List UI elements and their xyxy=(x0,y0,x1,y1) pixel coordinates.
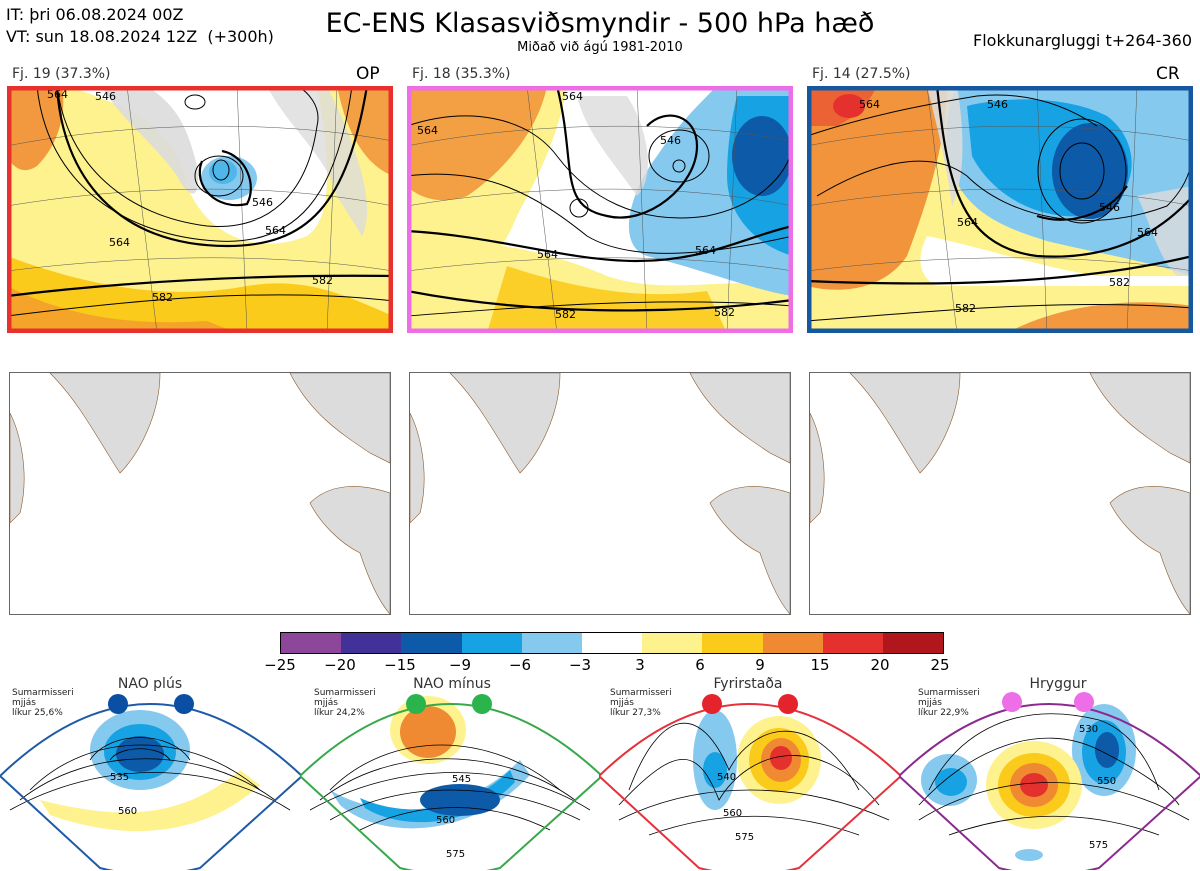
contour-label: 546 xyxy=(252,196,273,209)
valid-time: VT: sun 18.08.2024 12Z (+300h) xyxy=(6,27,274,46)
colorbar-swatch xyxy=(401,633,462,653)
forecast-times: IT: þri 06.08.2024 00Z VT: sun 18.08.2024… xyxy=(6,4,274,48)
contour-label: 546 xyxy=(95,90,116,103)
regime-2-map: 545 560 575 xyxy=(300,696,602,870)
regime-3-description: Sumarmisseri mjjás líkur 27,3% xyxy=(610,688,672,718)
regime-1-dot xyxy=(108,694,128,714)
regime-2-dot xyxy=(472,694,492,714)
contour-label: 564 xyxy=(1137,226,1158,239)
regime-2-description: Sumarmisseri mjjás líkur 24,2% xyxy=(314,688,376,718)
regime-contour-label: 560 xyxy=(118,806,137,817)
colorbar-tick: 3 xyxy=(635,656,645,674)
contour-label: 564 xyxy=(957,216,978,229)
regime-4-dot xyxy=(1002,692,1022,712)
contour-label: 564 xyxy=(562,90,583,103)
cluster-3-frame xyxy=(807,86,1193,333)
regime-3-dot xyxy=(702,694,722,714)
contour-label: 546 xyxy=(660,134,681,147)
regime-1-title: NAO plús xyxy=(117,676,183,692)
regime-contour-label: 575 xyxy=(735,832,754,843)
cluster-2-map: 564 564 546 564 564 582 582 xyxy=(407,86,793,333)
colorbar-tick: 15 xyxy=(810,656,830,674)
page-title: EC-ENS Klasasviðsmyndir - 500 hPa hæð xyxy=(325,8,875,39)
colorbar-swatch xyxy=(822,633,883,653)
regime-3-map: 540 560 575 xyxy=(599,703,901,870)
contour-label: 564 xyxy=(109,236,130,249)
regime-1-description: Sumarmisseri mjjás líkur 25,6% xyxy=(12,688,74,718)
contour-label: 564 xyxy=(265,224,286,237)
regime-4-title: Hryggur xyxy=(1029,676,1087,692)
colorbar-tick: −3 xyxy=(568,656,592,674)
regime-1-map: 535 560 xyxy=(0,703,302,870)
cluster-1-tag: OP xyxy=(356,64,380,84)
regime-1-dot xyxy=(174,694,194,714)
colorbar-tick: −20 xyxy=(324,656,356,674)
colorbar-swatch xyxy=(581,633,643,653)
colorbar-swatch xyxy=(702,633,763,653)
empty-map-3 xyxy=(809,372,1191,615)
contour-label: 564 xyxy=(859,98,880,111)
contour-label: 546 xyxy=(1099,201,1120,214)
regime-contour-label: 575 xyxy=(446,849,465,860)
regime-3-dot xyxy=(778,694,798,714)
initial-time: IT: þri 06.08.2024 00Z xyxy=(6,5,184,24)
colorbar-tick: −6 xyxy=(508,656,532,674)
regime-contour-label: 530 xyxy=(1079,724,1098,735)
regime-2-title: NAO mínus xyxy=(413,676,491,692)
contour-label: 582 xyxy=(955,302,976,315)
contour-label: 582 xyxy=(312,274,333,287)
cluster-2-label: Fj. 18 (35.3%) xyxy=(412,66,511,82)
cluster-1-map: 564 546 564 582 582 546 564 xyxy=(7,86,393,333)
regime-4-description: Sumarmisseri mjjás líkur 22,9% xyxy=(918,688,980,718)
regime-4-dot xyxy=(1074,692,1094,712)
regime-contour-label: 560 xyxy=(436,815,455,826)
colorbar-tick: −25 xyxy=(264,656,296,674)
contour-label: 564 xyxy=(417,124,438,137)
colorbar-tick: 9 xyxy=(755,656,765,674)
contour-label: 564 xyxy=(537,248,558,261)
colorbar-tick: 20 xyxy=(870,656,890,674)
colorbar-swatch xyxy=(762,633,823,653)
empty-map-1 xyxy=(9,372,391,615)
colorbar-swatch xyxy=(281,633,342,653)
colorbar-tick: −9 xyxy=(448,656,472,674)
regime-4-map: 530 550 575 xyxy=(899,703,1200,870)
regime-2-dot xyxy=(406,694,426,714)
colorbar-swatch xyxy=(521,633,582,653)
page-subtitle: Miðað við ágú 1981-2010 xyxy=(517,40,683,55)
contour-label: 546 xyxy=(987,98,1008,111)
contour-label: 582 xyxy=(555,308,576,321)
contour-label: 582 xyxy=(152,291,173,304)
colorbar-swatch xyxy=(461,633,522,653)
contour-label: 582 xyxy=(714,306,735,319)
colorbar-swatch xyxy=(341,633,402,653)
cluster-2-frame xyxy=(407,86,793,333)
colorbar-tick: 25 xyxy=(930,656,950,674)
regime-contour-label: 535 xyxy=(110,772,129,783)
colorbar-tick: 6 xyxy=(695,656,705,674)
contour-label: 564 xyxy=(47,88,68,101)
contour-label: 564 xyxy=(695,244,716,257)
colorbar-swatch xyxy=(642,633,703,653)
cluster-3-map: 564 546 546 564 564 582 582 xyxy=(807,86,1193,333)
regime-contour-label: 540 xyxy=(717,772,736,783)
empty-map-2 xyxy=(409,372,791,615)
colorbar-swatch xyxy=(882,633,944,653)
colorbar xyxy=(280,632,944,654)
cluster-1-label: Fj. 19 (37.3%) xyxy=(12,66,111,82)
regime-3-title: Fyrirstaða xyxy=(713,676,783,692)
cluster-3-label: Fj. 14 (27.5%) xyxy=(812,66,911,82)
regime-contour-label: 550 xyxy=(1097,776,1116,787)
cluster-3-tag: CR xyxy=(1156,64,1180,84)
colorbar-tick: −15 xyxy=(384,656,416,674)
contour-label: 582 xyxy=(1109,276,1130,289)
cluster-1-frame xyxy=(7,86,393,333)
regime-contour-label: 575 xyxy=(1089,840,1108,851)
regime-contour-label: 545 xyxy=(452,774,471,785)
regime-contour-label: 560 xyxy=(723,808,742,819)
classification-window: Flokkunargluggi t+264-360 xyxy=(973,31,1192,50)
